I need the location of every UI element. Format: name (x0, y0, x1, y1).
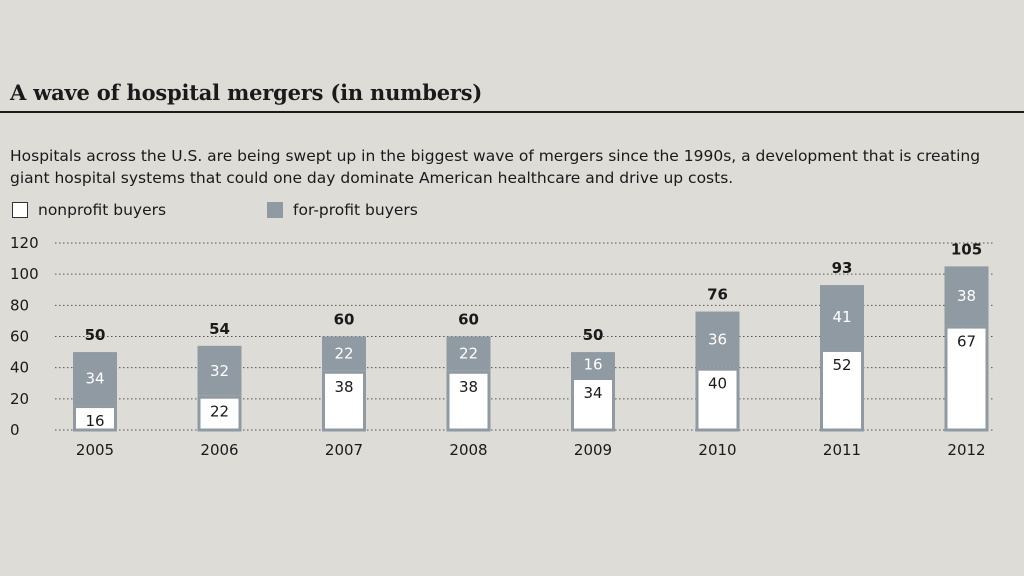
total-value-label: 60 (458, 311, 479, 329)
x-tick-label: 2005 (76, 441, 114, 459)
y-tick-label: 0 (10, 421, 20, 439)
bar-nonprofit (446, 370, 491, 432)
bar-nonprofit (571, 377, 615, 432)
forprofit-value-label: 22 (334, 345, 353, 363)
y-tick-label: 60 (10, 328, 29, 346)
x-tick-label: 2006 (200, 441, 238, 459)
legend-nonprofit-label: nonprofit buyers (38, 201, 167, 219)
x-tick-label: 2011 (823, 441, 861, 459)
x-tick-label: 2012 (947, 441, 985, 459)
forprofit-value-label: 22 (459, 345, 478, 363)
x-tick-label: 2007 (325, 441, 363, 459)
bar-forprofit (695, 311, 740, 368)
bar-nonprofit (322, 370, 366, 432)
total-value-label: 54 (209, 320, 230, 338)
total-value-label: 93 (832, 259, 853, 277)
x-axis-ticks: 2005 2006 2007 2008 2009 2010 2011 2012 (76, 441, 986, 459)
nonprofit-value-label: 16 (85, 412, 104, 430)
bar-nonprofit (944, 325, 989, 432)
nonprofit-value-label: 38 (334, 378, 353, 396)
bar-nonprofit (197, 395, 242, 432)
total-value-label: 76 (707, 286, 728, 304)
nonprofit-value-label: 67 (957, 333, 976, 351)
bar-forprofit (571, 352, 615, 378)
nonprofit-value-label: 34 (583, 384, 602, 402)
nonprofit-value-label: 40 (708, 375, 727, 393)
legend-forprofit-label: for-profit buyers (293, 201, 418, 219)
y-tick-label: 100 (10, 265, 39, 283)
x-tick-label: 2009 (574, 441, 612, 459)
chart-subtitle: Hospitals across the U.S. are being swep… (10, 147, 981, 187)
bar-forprofit (197, 345, 242, 396)
forprofit-value-label: 38 (957, 287, 976, 305)
bar-forprofit (944, 266, 989, 326)
bar-forprofit (322, 336, 366, 371)
total-value-label: 60 (334, 311, 355, 329)
legend-nonprofit-swatch (12, 202, 28, 218)
x-tick-label: 2010 (698, 441, 736, 459)
bar-forprofit (73, 352, 117, 406)
chart-title: A wave of hospital mergers (in numbers) (10, 80, 483, 105)
legend-forprofit: for-profit buyers (267, 198, 418, 222)
y-tick-label: 20 (10, 390, 29, 408)
total-value-label: 50 (85, 326, 106, 344)
forprofit-value-label: 34 (85, 370, 104, 388)
y-tick-label: 120 (10, 234, 39, 252)
bar-nonprofit (820, 348, 864, 432)
y-tick-label: 80 (10, 296, 29, 314)
bar-nonprofit (695, 367, 740, 432)
legend-nonprofit: nonprofit buyers (12, 198, 166, 222)
nonprofit-value-label: 52 (832, 356, 851, 374)
nonprofit-value-label: 38 (459, 378, 478, 396)
y-axis-ticks: 0 20 40 60 80 100 120 (10, 234, 39, 439)
forprofit-value-label: 16 (583, 356, 602, 374)
bar-forprofit (820, 285, 864, 349)
legend-forprofit-swatch (267, 202, 283, 218)
bar-labels: 34 16 50 32 22 54 22 38 60 22 38 60 16 34 50 36 40 76 41 52… (85, 240, 983, 430)
forprofit-value-label: 41 (832, 308, 851, 326)
bars (73, 266, 989, 432)
bar-forprofit (446, 336, 491, 371)
x-tick-label: 2008 (449, 441, 487, 459)
forprofit-value-label: 32 (210, 362, 229, 380)
total-value-label: 105 (951, 240, 982, 258)
y-tick-label: 40 (10, 359, 29, 377)
forprofit-value-label: 36 (708, 331, 727, 349)
nonprofit-value-label: 22 (210, 403, 229, 421)
bar-nonprofit (73, 405, 117, 432)
title-rule (0, 111, 1024, 113)
total-value-label: 50 (583, 326, 604, 344)
